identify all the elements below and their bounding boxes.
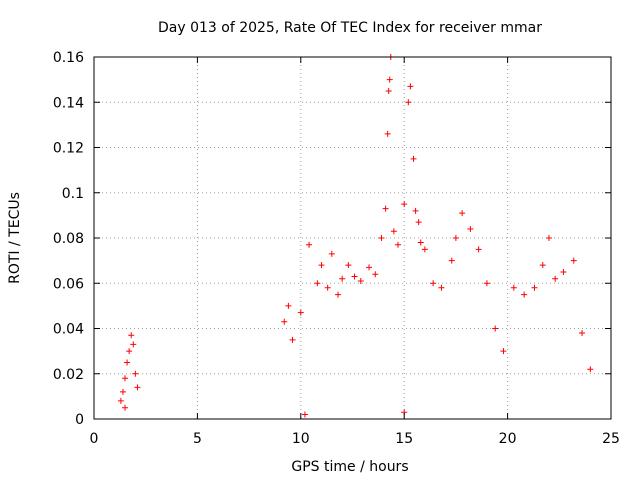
data-point — [351, 273, 358, 280]
data-point — [318, 262, 325, 269]
x-tick-label-3: 15 — [395, 431, 413, 447]
data-point — [134, 384, 141, 391]
data-point — [412, 207, 419, 214]
data-point — [328, 250, 335, 257]
data-point — [570, 257, 577, 264]
data-point — [306, 241, 313, 248]
y-tick-label-7: 0.14 — [53, 95, 84, 111]
data-point — [552, 275, 559, 282]
data-point — [452, 235, 459, 241]
data-point — [415, 219, 422, 226]
data-point — [117, 397, 124, 404]
data-point — [132, 370, 139, 377]
data-point — [372, 271, 379, 278]
data-point — [531, 284, 538, 291]
y-tick-label-5: 0.1 — [62, 186, 84, 202]
data-point — [390, 228, 397, 235]
data-point — [130, 341, 137, 348]
data-point — [378, 235, 385, 241]
data-point — [345, 262, 352, 269]
data-point — [122, 375, 129, 382]
data-point — [386, 76, 393, 83]
data-point — [122, 404, 129, 411]
y-tick-label-4: 0.08 — [53, 231, 84, 247]
data-point — [430, 280, 437, 287]
data-point — [579, 330, 586, 337]
data-point — [357, 277, 364, 284]
data-point — [324, 284, 331, 291]
x-tick-label-5: 25 — [602, 431, 620, 447]
data-point — [119, 388, 126, 395]
data-point — [545, 235, 552, 241]
data-point — [510, 284, 517, 291]
data-point — [410, 155, 417, 162]
data-point — [126, 348, 133, 355]
data-point — [128, 332, 135, 339]
data-point — [405, 99, 412, 106]
data-point — [335, 291, 342, 298]
y-axis-label: ROTI / TECUs — [7, 192, 23, 284]
data-point — [539, 262, 546, 269]
data-point — [285, 302, 292, 309]
data-point — [438, 284, 445, 291]
data-point — [314, 280, 321, 287]
data-point — [401, 201, 408, 208]
y-tick-label-8: 0.16 — [53, 50, 84, 66]
data-point — [366, 264, 373, 271]
data-point — [421, 246, 428, 253]
data-points — [117, 54, 594, 418]
y-tick-label-3: 0.06 — [53, 276, 84, 292]
data-point — [407, 83, 414, 90]
data-point — [384, 130, 391, 137]
data-point — [417, 239, 424, 246]
data-point — [560, 268, 567, 275]
data-point — [297, 309, 304, 316]
data-point — [382, 205, 389, 212]
x-tick-label-1: 5 — [193, 431, 202, 447]
data-point — [459, 210, 466, 217]
x-tick-label-0: 0 — [90, 431, 99, 447]
data-point — [475, 246, 482, 253]
y-tick-label-6: 0.12 — [53, 141, 84, 157]
chart-title: Day 013 of 2025, Rate Of TEC Index for r… — [158, 20, 542, 36]
y-tick-label-2: 0.04 — [53, 322, 84, 338]
data-point — [301, 411, 308, 418]
data-point — [492, 325, 499, 332]
data-point — [500, 348, 507, 355]
data-point — [467, 225, 474, 232]
data-point — [587, 366, 594, 373]
data-point — [281, 318, 288, 325]
data-point — [448, 257, 455, 264]
x-tick-label-2: 10 — [292, 431, 310, 447]
data-point — [483, 280, 490, 287]
axis-ticks: 0 5 10 15 20 25 0 0.02 0.04 0.06 0.08 0.1 0.12 0.14 0.… — [53, 50, 620, 447]
data-point — [394, 241, 401, 248]
data-point — [289, 336, 296, 343]
y-tick-label-1: 0.02 — [53, 367, 84, 383]
plot-frame — [93, 56, 612, 420]
data-point — [339, 275, 346, 282]
grid-lines — [94, 57, 611, 419]
x-axis-label: GPS time / hours — [291, 459, 408, 475]
x-tick-label-4: 20 — [499, 431, 517, 447]
data-point — [521, 291, 528, 298]
data-point — [124, 359, 131, 366]
y-tick-label-0: 0 — [75, 412, 84, 428]
data-point — [385, 87, 392, 94]
